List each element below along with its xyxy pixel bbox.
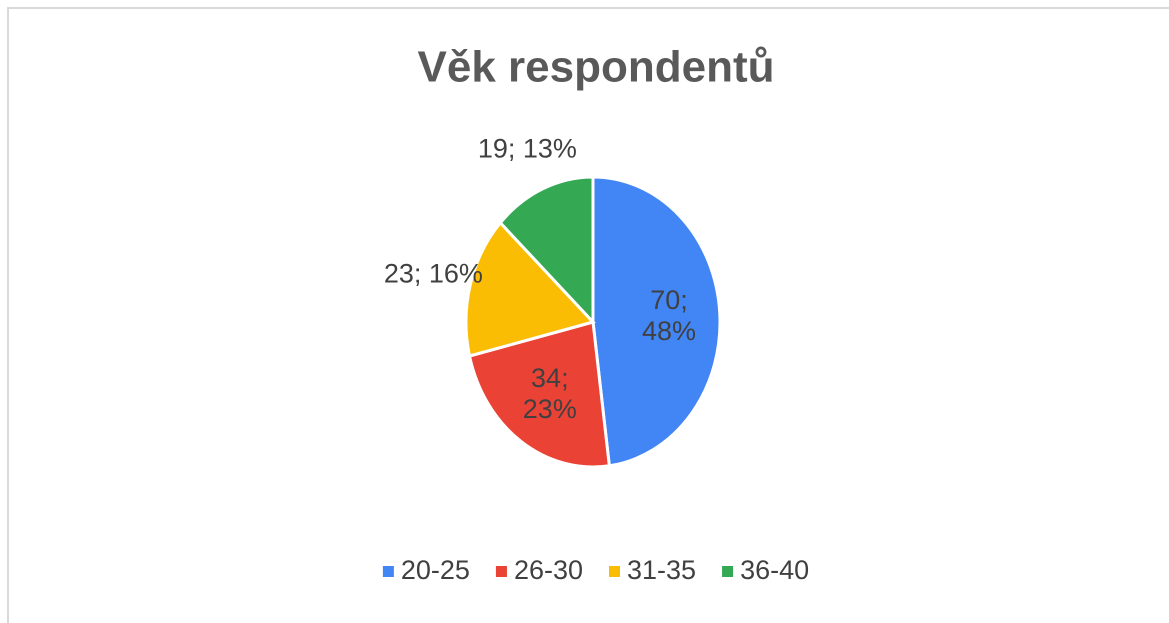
data-label: 70; 48% (642, 285, 697, 347)
pie-slice (464, 220, 596, 358)
legend-label: 26-30 (514, 555, 583, 585)
legend-label: 31-35 (627, 555, 696, 585)
data-label: 19; 13% (477, 133, 577, 164)
legend-label: 20-25 (401, 555, 470, 585)
pie-slice (498, 175, 595, 326)
data-label: 34; 23% (522, 362, 577, 424)
legend-marker (722, 566, 734, 577)
pie-slice (467, 320, 612, 469)
legend-marker (382, 566, 394, 577)
legend-marker (609, 566, 620, 577)
legend-label: 36-40 (740, 555, 809, 585)
data-label: 23; 16% (383, 258, 483, 289)
pie-slice (591, 175, 722, 468)
chart-title: Věk respondentů (418, 43, 775, 92)
legend-marker (495, 566, 507, 577)
